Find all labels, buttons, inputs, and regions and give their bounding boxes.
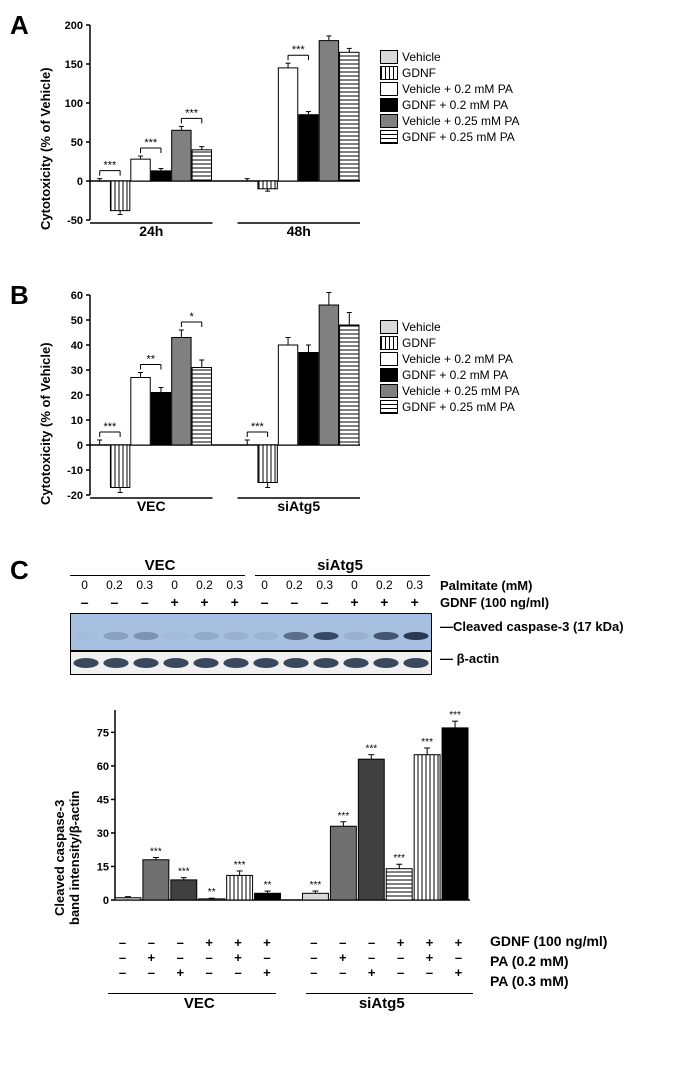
panel-a-legend: Vehicle GDNF Vehicle + 0.2 mM PA GDNF + 0.2…: [380, 50, 520, 146]
svg-text:*: *: [189, 311, 194, 323]
legend-item: Vehicle + 0.25 mM PA: [380, 384, 520, 398]
svg-text:***: ***: [251, 421, 265, 433]
svg-text:0: 0: [103, 895, 109, 907]
legend-item: Vehicle + 0.25 mM PA: [380, 114, 520, 128]
panel-c-blot-actin: [70, 651, 432, 675]
panel-b-ylabel: Cytotoxicity (% of Vehicle): [38, 342, 53, 505]
panel-c-top-group-siatg5: siAtg5: [250, 557, 430, 574]
svg-text:***: ***: [449, 710, 461, 721]
svg-text:0: 0: [77, 440, 83, 452]
svg-text:200: 200: [65, 20, 83, 32]
svg-text:-10: -10: [67, 465, 83, 477]
panel-c-blot-caspase: [70, 613, 432, 651]
panel-b-chart: -20-100102030405060VECsiAtg5*********: [45, 280, 375, 530]
svg-text:***: ***: [234, 860, 246, 871]
legend-item: GDNF + 0.25 mM PA: [380, 400, 520, 414]
svg-text:-20: -20: [67, 490, 83, 502]
panel-c-chart: 01530456075*****************************…: [80, 690, 480, 930]
svg-text:30: 30: [71, 365, 83, 377]
legend-item: Vehicle + 0.2 mM PA: [380, 352, 520, 366]
svg-text:***: ***: [421, 737, 433, 748]
panel-c-band-label-caspase: —Cleaved caspase-3 (17 kDa): [440, 619, 624, 634]
svg-text:45: 45: [97, 794, 109, 806]
svg-text:10: 10: [71, 415, 83, 427]
panel-a: A Cytotoxicity (% of Vehicle) -50 0 50 100 1…: [10, 10, 664, 265]
svg-text:***: ***: [292, 44, 306, 56]
panel-c: C VEC siAtg5 00.20.300.20.300.20.300.20.…: [10, 555, 664, 1045]
panel-a-chart: -50 0 50 100 150 200 24h 48h *** *** *** ***: [45, 10, 375, 255]
panel-b-label: B: [10, 280, 29, 311]
svg-text:***: ***: [178, 867, 190, 878]
svg-text:***: ***: [338, 811, 350, 822]
panel-c-cond-gdnf-label: GDNF (100 ng/ml): [490, 933, 607, 949]
legend-item: GDNF + 0.2 mM PA: [380, 98, 520, 112]
svg-text:***: ***: [150, 847, 162, 858]
svg-text:**: **: [208, 887, 216, 898]
svg-text:**: **: [264, 880, 272, 891]
panel-c-gdnf-label: GDNF (100 ng/ml): [440, 595, 549, 610]
panel-c-chart-ylabel: Cleaved caspase-3 band intensity/β-actin: [52, 791, 82, 925]
svg-text:***: ***: [310, 880, 322, 891]
legend-item: GDNF: [380, 66, 520, 80]
svg-text:***: ***: [103, 421, 117, 433]
panel-c-cond-table: –––+++–––+++ –+––+––+––+– ––+––+––+––+: [108, 935, 473, 980]
svg-text:40: 40: [71, 340, 83, 352]
svg-text:-50: -50: [67, 215, 83, 227]
svg-text:siAtg5: siAtg5: [277, 498, 320, 514]
legend-item: GDNF + 0.25 mM PA: [380, 130, 520, 144]
svg-text:**: **: [146, 354, 155, 366]
svg-text:VEC: VEC: [137, 498, 166, 514]
svg-text:***: ***: [144, 137, 158, 149]
svg-text:***: ***: [103, 160, 117, 172]
panel-c-bottom-group-vec: VEC: [108, 995, 291, 1012]
panel-c-top-group-vec: VEC: [70, 557, 250, 574]
panel-c-palmitate-row: 00.20.300.20.300.20.300.20.3: [70, 577, 430, 593]
svg-text:150: 150: [65, 59, 83, 71]
svg-text:0: 0: [77, 176, 83, 188]
svg-text:60: 60: [97, 761, 109, 773]
panel-c-bottom-group-siatg5: siAtg5: [291, 995, 474, 1012]
panel-c-label: C: [10, 555, 29, 586]
legend-item: GDNF + 0.2 mM PA: [380, 368, 520, 382]
svg-text:24h: 24h: [139, 223, 163, 239]
legend-item: Vehicle + 0.2 mM PA: [380, 82, 520, 96]
svg-text:15: 15: [97, 861, 109, 873]
panel-c-palmitate-label: Palmitate (mM): [440, 578, 532, 593]
legend-item: Vehicle: [380, 320, 520, 334]
svg-text:75: 75: [97, 727, 109, 739]
panel-c-header-table: 00.20.300.20.300.20.300.20.3 –––+++–––++…: [70, 577, 430, 611]
panel-c-cond-pa03-label: PA (0.3 mM): [490, 973, 569, 989]
legend-item: GDNF: [380, 336, 520, 350]
panel-a-label: A: [10, 10, 29, 41]
svg-text:***: ***: [393, 853, 405, 864]
panel-c-band-label-actin: — β-actin: [440, 651, 499, 666]
svg-text:100: 100: [65, 98, 83, 110]
svg-text:50: 50: [71, 315, 83, 327]
panel-a-ylabel: Cytotoxicity (% of Vehicle): [38, 67, 53, 230]
svg-text:20: 20: [71, 390, 83, 402]
panel-b-legend: Vehicle GDNF Vehicle + 0.2 mM PA GDNF + 0.2…: [380, 320, 520, 416]
svg-text:60: 60: [71, 290, 83, 302]
svg-text:***: ***: [365, 744, 377, 755]
svg-text:50: 50: [71, 137, 83, 149]
panel-c-cond-pa02-label: PA (0.2 mM): [490, 953, 569, 969]
svg-text:48h: 48h: [287, 223, 311, 239]
panel-c-gdnf-row: –––+++–––+++: [70, 593, 430, 611]
svg-text:30: 30: [97, 828, 109, 840]
panel-b: B Cytotoxicity (% of Vehicle) -20 -10 0 10 2…: [10, 280, 664, 540]
svg-text:***: ***: [185, 107, 199, 119]
legend-item: Vehicle: [380, 50, 520, 64]
